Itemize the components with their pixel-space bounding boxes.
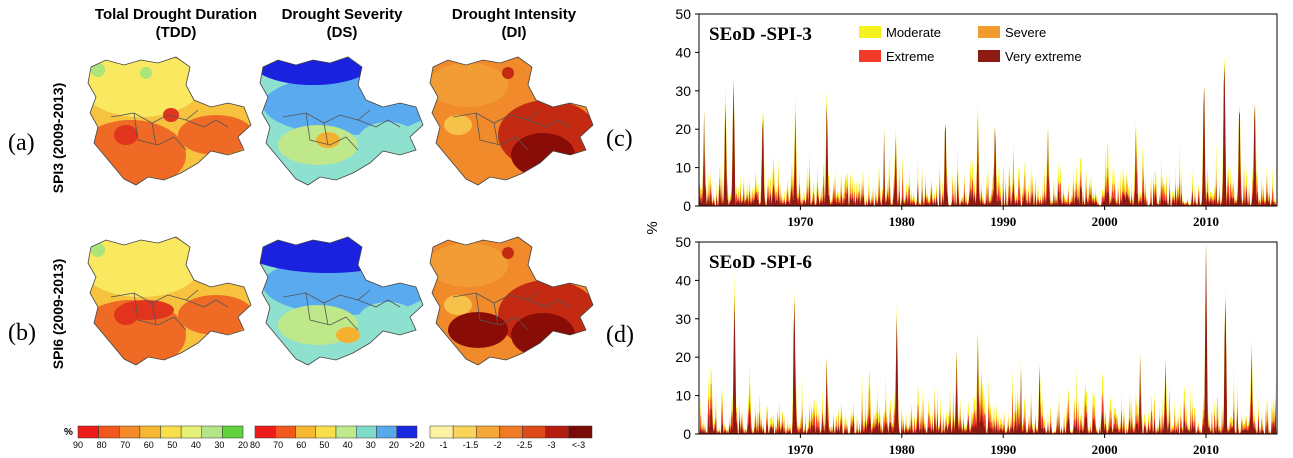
colorbar-1-tick-7: >20 <box>409 440 424 450</box>
ytick-1-4: 40 <box>675 272 691 288</box>
xtick-1-1: 1980 <box>889 442 915 457</box>
colorbar-0-tick-4: 50 <box>167 440 177 450</box>
colorbar-2-tick-2: -2 <box>493 440 501 450</box>
colorbar-1-tick-4: 40 <box>343 440 353 450</box>
chart-legend: Moderate Severe Extreme Very extreme <box>859 25 1082 64</box>
colorbar-0-tick-1: 80 <box>97 440 107 450</box>
ytick-1-5: 50 <box>675 234 691 250</box>
legend-label-2: Extreme <box>886 49 934 64</box>
legend-label-3: Very extreme <box>1005 49 1082 64</box>
ytick-0-4: 40 <box>675 44 691 60</box>
colorbar-1-tick-2: 60 <box>296 440 306 450</box>
xtick-1-4: 2010 <box>1193 442 1219 457</box>
colorbar-0-swatch-7 <box>222 425 244 439</box>
y-axis-label: % <box>644 221 661 234</box>
colorbar-1-swatch-7 <box>396 425 418 439</box>
colorbar-2-tick-1: -1.5 <box>463 440 479 450</box>
column-title-tdd-line2: (TDD) <box>155 24 197 41</box>
chart-title-1: SEoD -SPI-6 <box>709 252 812 273</box>
ytick-1-2: 20 <box>675 349 691 365</box>
ytick-0-2: 20 <box>675 121 691 137</box>
colorbar-0-unit: % <box>64 427 73 438</box>
xtick-1-0: 1970 <box>787 442 813 457</box>
colorbar-1-tick-6: 20 <box>389 440 399 450</box>
ytick-1-1: 10 <box>675 388 691 404</box>
ytick-0-3: 30 <box>675 83 691 99</box>
colorbar-0-tick-0: 90 <box>73 440 83 450</box>
xtick-1-2: 1990 <box>990 442 1016 457</box>
column-title-tdd: Tolal Drought Duration (TDD) <box>78 6 274 42</box>
column-title-ds-line1: Drought Severity <box>281 6 403 23</box>
xtick-0-3: 2000 <box>1092 214 1118 229</box>
colorbar-1-tick-1: 70 <box>273 440 283 450</box>
legend-label-1: Severe <box>1005 25 1046 40</box>
series-moderate-0 <box>699 55 1277 206</box>
colorbar-2-tick-5: <-3 <box>572 440 585 450</box>
colorbar-0: 90 80 70 60 50 40 30 20% <box>64 425 248 450</box>
column-title-ds-line2: (DS) <box>326 24 358 41</box>
column-title-di-line1: Drought Intensity <box>451 6 577 23</box>
column-title-di: Drought Intensity (DI) <box>434 6 594 42</box>
colorbar-0-tick-7: 20 <box>238 440 248 450</box>
chart-panel-1: 0 10 20 30 40 50 1970 1980 1990 2000 2010 SEoD -SPI… <box>675 234 1278 457</box>
xtick-0-4: 2010 <box>1193 214 1219 229</box>
column-title-ds: Drought Severity (DS) <box>262 6 422 42</box>
chart-title-0: SEoD -SPI-3 <box>709 24 812 45</box>
ytick-0-0: 0 <box>683 198 691 214</box>
chart-panel-0: 0 10 20 30 40 50 1970 1980 1990 2000 2010 SEoD -SPI… <box>675 6 1278 229</box>
colorbar-2-tick-4: -3 <box>547 440 555 450</box>
ytick-1-0: 0 <box>683 426 691 442</box>
panel-label-b: (b) <box>8 320 36 346</box>
xtick-1-3: 2000 <box>1092 442 1118 457</box>
xtick-0-0: 1970 <box>787 214 813 229</box>
colorbar-1-tick-0: 80 <box>250 440 260 450</box>
legend-swatch-1 <box>978 26 1000 38</box>
colorbar-0-tick-3: 60 <box>144 440 154 450</box>
panel-label-c: (c) <box>606 126 633 152</box>
ytick-0-1: 10 <box>675 160 691 176</box>
colorbar-1-tick-3: 50 <box>319 440 329 450</box>
plot-frame-0 <box>698 13 1278 207</box>
colorbar-2-swatch-6 <box>568 425 593 439</box>
column-title-di-line2: (DI) <box>501 24 527 41</box>
panel-label-a: (a) <box>8 130 35 156</box>
colorbar-0-tick-6: 30 <box>214 440 224 450</box>
colorbar-1: 80 70 60 50 40 30 20 >20 <box>250 425 425 450</box>
plot-frame-1 <box>698 241 1278 435</box>
colorbar-2: -1 -1.5 -2 -2.5 -3 <-3 <box>429 425 593 450</box>
colorbar-0-tick-5: 40 <box>191 440 201 450</box>
column-title-tdd-line1: Tolal Drought Duration <box>94 6 258 23</box>
colorbar-2-tick-3: -2.5 <box>517 440 533 450</box>
ytick-1-3: 30 <box>675 311 691 327</box>
colorbars: 90 80 70 60 50 40 30 20% 80 70 60 50 40 30 20 >20 -1 -1.5… <box>64 425 593 450</box>
legend-swatch-2 <box>859 50 881 62</box>
panel-label-d: (d) <box>606 322 634 348</box>
colorbar-1-tick-5: 30 <box>366 440 376 450</box>
legend-label-0: Moderate <box>886 25 941 40</box>
colorbar-0-tick-2: 70 <box>120 440 130 450</box>
xtick-0-2: 1990 <box>990 214 1016 229</box>
drought-maps-grid <box>87 56 594 366</box>
legend-swatch-0 <box>859 26 881 38</box>
xtick-0-1: 1980 <box>889 214 915 229</box>
colorbar-2-tick-0: -1 <box>439 440 447 450</box>
ytick-0-5: 50 <box>675 6 691 22</box>
legend-swatch-3 <box>978 50 1000 62</box>
